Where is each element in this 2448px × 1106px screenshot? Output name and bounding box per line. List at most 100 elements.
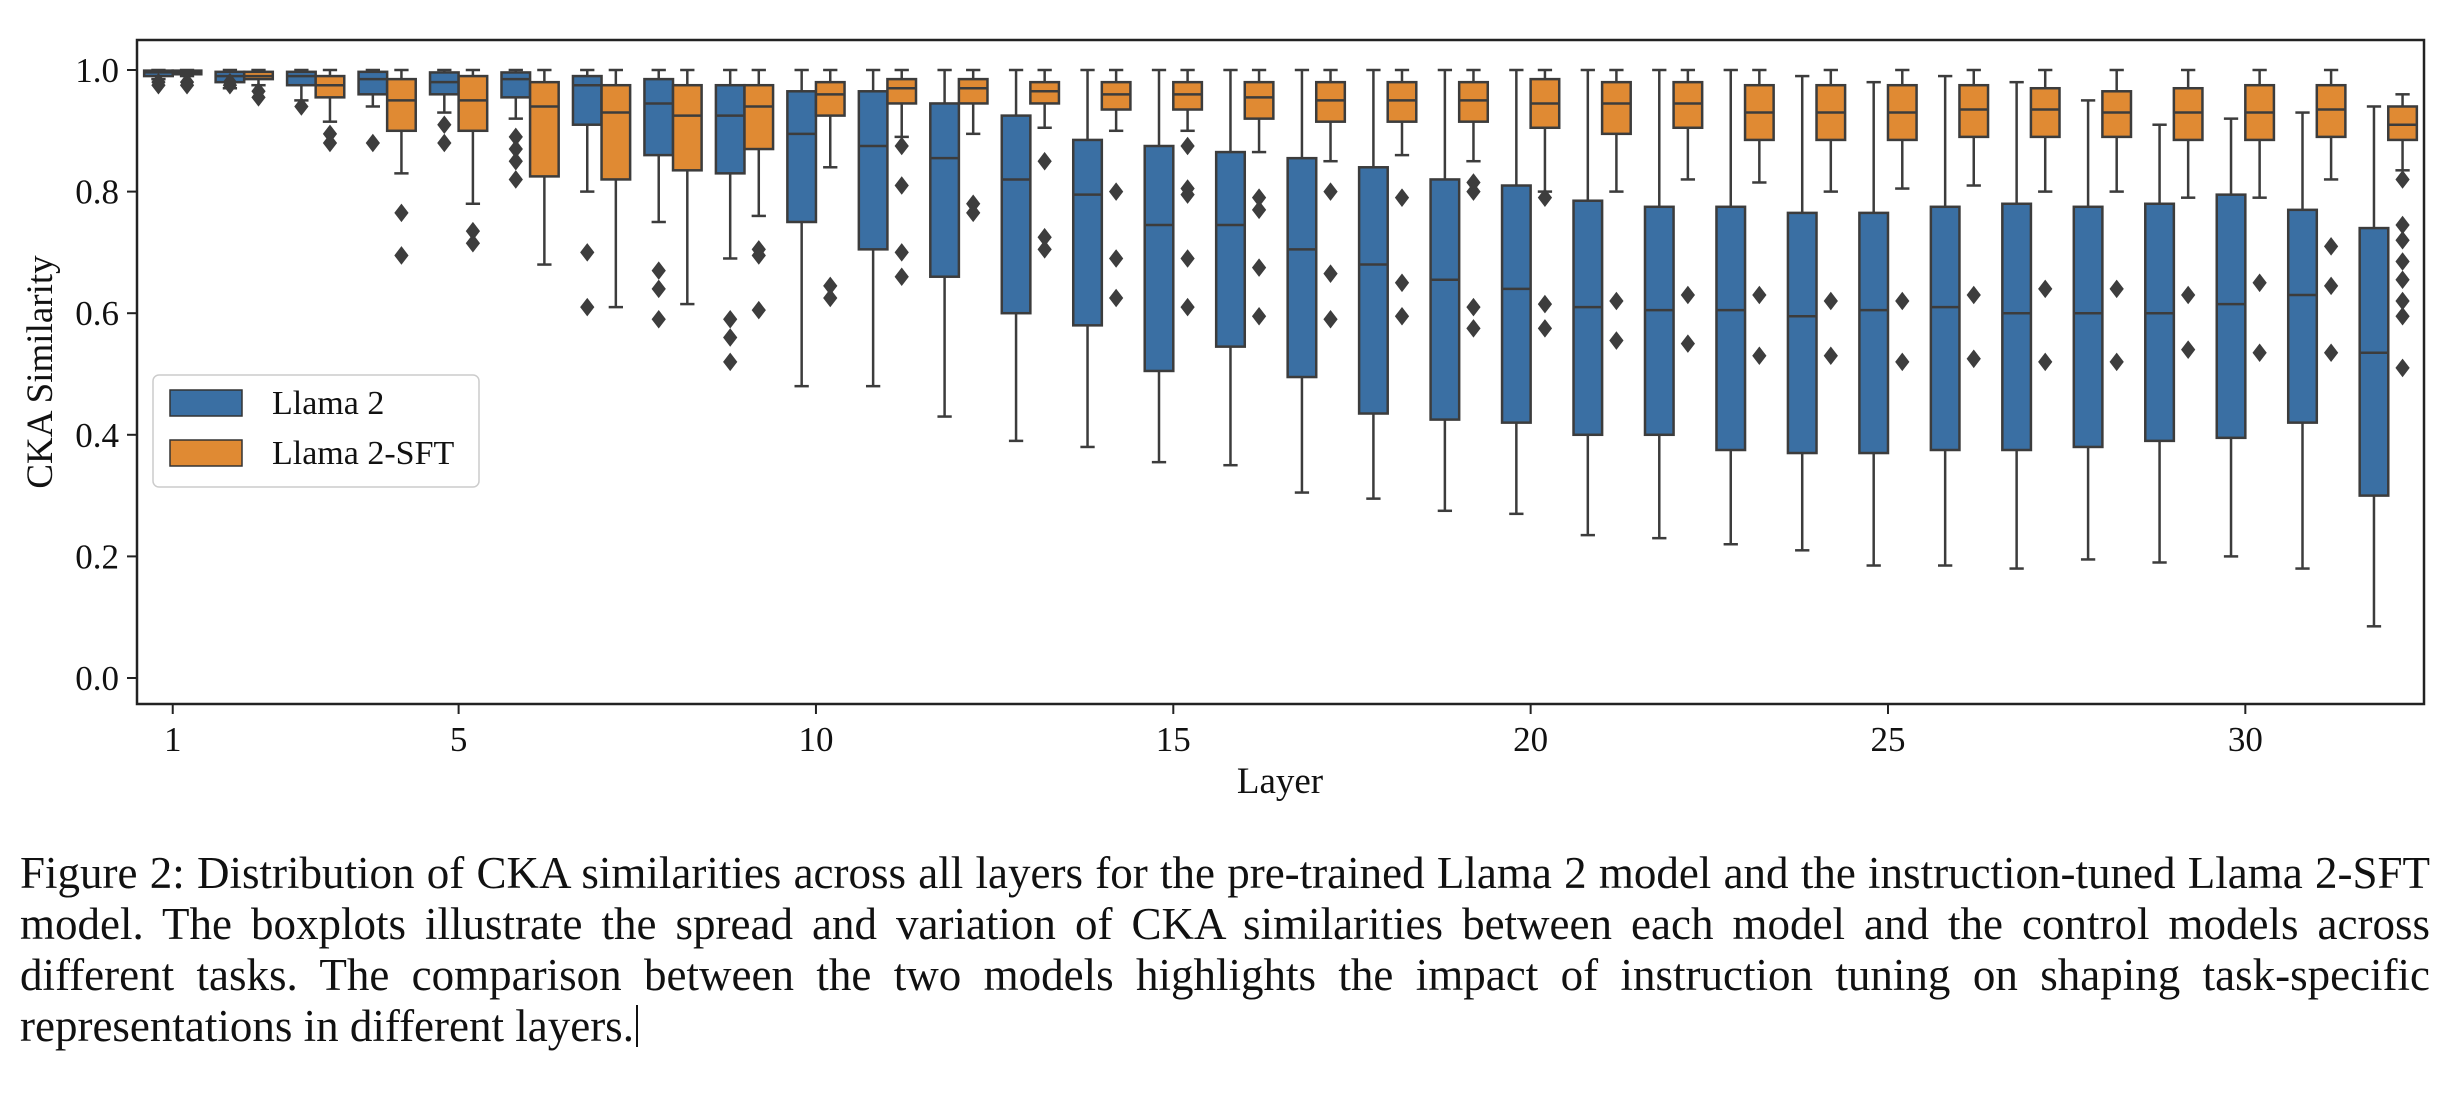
box-layer-9 <box>743 68 775 320</box>
outlier-marker <box>2323 343 2339 362</box>
box-layer-12 <box>929 68 961 418</box>
outlier-marker <box>394 203 409 223</box>
outlier-marker <box>723 352 738 372</box>
box-iqr <box>1243 80 1275 120</box>
box-iqr <box>2358 226 2390 497</box>
box-iqr <box>2101 90 2133 139</box>
box-layer-6 <box>500 68 532 189</box>
box-iqr <box>1100 80 1132 111</box>
outlier-marker <box>508 151 523 171</box>
box-iqr <box>314 74 346 99</box>
outlier-marker <box>294 97 309 116</box>
outlier-marker <box>179 75 195 95</box>
box-layer-1 <box>142 68 174 95</box>
outlier-marker <box>437 115 452 134</box>
box-layer-23 <box>1715 68 1747 546</box>
outlier-marker <box>2323 276 2339 296</box>
figure-caption: Figure 2: Distribution of CKA similariti… <box>20 848 2430 1052</box>
outlier-marker <box>651 261 666 280</box>
plot-area <box>142 68 2419 628</box>
box-layer-29 <box>2172 68 2204 359</box>
box-iqr <box>1029 80 1061 105</box>
outlier-marker <box>894 176 909 195</box>
outlier-marker <box>580 297 595 317</box>
box-iqr <box>1572 199 1604 437</box>
y-tick-label: 0.4 <box>75 416 119 455</box>
box-layer-24 <box>1786 74 1818 552</box>
box-layer-20 <box>1529 68 1561 338</box>
box-iqr <box>1357 166 1389 415</box>
box-layer-17 <box>1286 68 1318 494</box>
outlier-marker <box>2395 358 2410 378</box>
box-layer-1 <box>171 68 203 95</box>
x-tick-label: 30 <box>2228 720 2263 759</box>
outlier-marker <box>2038 352 2053 372</box>
caption-text: Figure 2: Distribution of CKA similariti… <box>20 848 2430 1051</box>
legend-label-llama-2: Llama 2 <box>272 385 384 422</box>
box-iqr <box>1000 114 1032 315</box>
box-layer-2 <box>242 68 275 107</box>
outlier-marker <box>1251 200 1267 220</box>
box-iqr <box>1429 178 1461 421</box>
legend-swatch-llama-2 <box>169 389 243 417</box>
axes-frame <box>135 38 2426 706</box>
outlier-marker <box>894 267 909 286</box>
box-layer-8 <box>643 68 675 329</box>
box-layer-14 <box>1071 68 1104 449</box>
outlier-marker <box>1609 331 1624 350</box>
box-layer-10 <box>786 68 818 388</box>
outlier-marker <box>322 133 338 153</box>
outlier-marker <box>251 88 266 107</box>
series-llama-2-sft <box>171 68 2419 378</box>
box-layer-10 <box>814 68 846 308</box>
outlier-marker <box>1537 319 1553 338</box>
box-layer-23 <box>1743 68 1775 366</box>
box-iqr <box>671 83 703 172</box>
box-iqr <box>1672 80 1704 130</box>
y-axis-label: CKA Similarity <box>20 255 61 489</box>
outlier-marker <box>1180 136 1195 156</box>
box-layer-8 <box>671 68 703 306</box>
box-iqr <box>1457 80 1490 123</box>
outlier-marker <box>1466 297 1481 317</box>
box-layer-31 <box>2286 111 2319 570</box>
y-tick-label: 0.0 <box>75 659 119 698</box>
box-layer-21 <box>1572 68 1604 537</box>
outlier-marker <box>1609 291 1624 311</box>
box-layer-17 <box>1314 68 1347 329</box>
box-layer-15 <box>1143 68 1175 464</box>
box-iqr <box>2172 86 2204 142</box>
box-iqr <box>1314 80 1347 123</box>
outlier-marker <box>1037 240 1052 259</box>
box-iqr <box>500 71 532 99</box>
outlier-marker <box>1323 310 1338 329</box>
outlier-marker <box>1394 306 1410 326</box>
outlier-marker <box>823 288 838 308</box>
outlier-marker <box>2181 340 2196 359</box>
box-iqr <box>2315 83 2347 139</box>
box-iqr <box>1715 205 1747 452</box>
outlier-marker <box>651 279 666 299</box>
box-iqr <box>2029 86 2061 139</box>
box-iqr <box>1500 184 1532 424</box>
box-iqr <box>571 74 603 126</box>
box-layer-29 <box>2144 123 2176 564</box>
outlier-marker <box>723 328 738 347</box>
box-iqr <box>2387 105 2419 142</box>
box-iqr <box>1286 156 1318 379</box>
outlier-marker <box>1752 346 1767 366</box>
box-layer-13 <box>1000 68 1032 443</box>
outlier-marker <box>1037 151 1052 171</box>
box-layer-26 <box>1929 74 1961 567</box>
box-iqr <box>2286 208 2319 424</box>
outlier-marker <box>894 243 909 262</box>
box-iqr <box>1858 211 1890 455</box>
x-axis-label: Layer <box>1237 761 1323 802</box>
box-layer-25 <box>1886 68 1918 372</box>
box-iqr <box>1386 80 1418 123</box>
box-layer-22 <box>1643 68 1675 540</box>
box-iqr <box>714 83 746 175</box>
outlier-marker <box>2109 352 2124 372</box>
outlier-marker <box>1966 349 1981 369</box>
box-layer-16 <box>1243 68 1275 326</box>
